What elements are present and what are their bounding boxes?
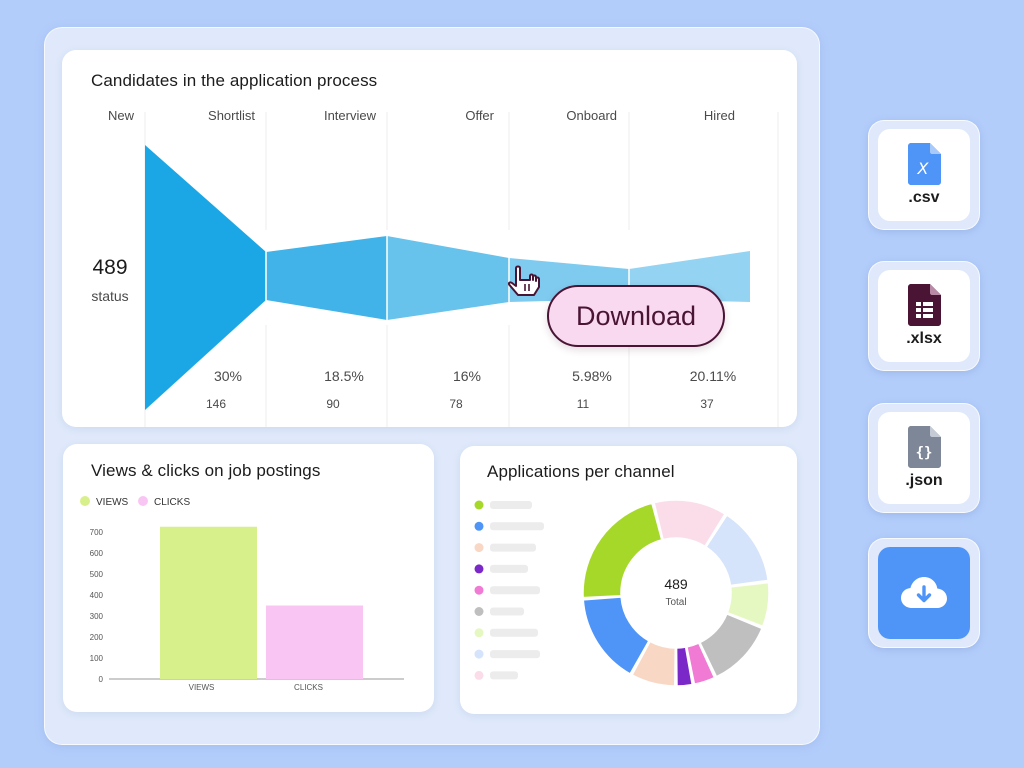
donut-slice bbox=[705, 514, 769, 587]
bar-views bbox=[160, 526, 257, 679]
json-file-icon: {} bbox=[908, 426, 941, 468]
y-tick-label: 100 bbox=[90, 654, 104, 663]
donut-slice bbox=[631, 640, 677, 687]
x-tick-label-views: VIEWS bbox=[189, 683, 215, 692]
channel-legend-swatch bbox=[474, 543, 484, 553]
channel-legend-placeholder bbox=[490, 650, 540, 659]
csv-label: .csv bbox=[908, 189, 940, 206]
stage-count-hired: 37 bbox=[700, 397, 714, 411]
json-export-button[interactable]: {} .json bbox=[878, 412, 970, 504]
stage-percent-offer: 16% bbox=[453, 368, 481, 384]
views-clicks-title: Views & clicks on job postings bbox=[91, 461, 321, 480]
donut-slice bbox=[675, 646, 694, 687]
stage-label-new: New bbox=[108, 108, 135, 123]
donut-slice bbox=[582, 502, 663, 599]
stage-label-hired: Hired bbox=[704, 108, 735, 123]
stage-count-offer: 78 bbox=[449, 397, 463, 411]
donut-slice bbox=[685, 642, 716, 686]
channels-title: Applications per channel bbox=[487, 462, 675, 481]
channel-legend-swatch bbox=[474, 607, 484, 616]
legend-swatch-clicks bbox=[138, 496, 148, 506]
channel-legend-placeholder bbox=[490, 607, 524, 616]
csv-export-button[interactable]: X .csv bbox=[878, 129, 970, 221]
channel-legend-swatch bbox=[474, 649, 484, 659]
x-tick-label-clicks: CLICKS bbox=[294, 683, 323, 692]
download-button[interactable]: Download bbox=[547, 285, 725, 347]
stage-label-interview: Interview bbox=[324, 108, 377, 123]
stage-percent-hired: 20.11% bbox=[690, 368, 736, 384]
xlsx-export-tile: .xlsx bbox=[868, 261, 980, 371]
applications-channel-card: Applications per channel 489 Total bbox=[460, 446, 797, 714]
channel-legend-swatch bbox=[474, 585, 484, 595]
donut-slice bbox=[698, 612, 763, 678]
stage-label-shortlist: Shortlist bbox=[208, 108, 255, 123]
cloud-download-button[interactable] bbox=[878, 547, 970, 639]
json-export-tile: {} .json bbox=[868, 403, 980, 513]
funnel-segment-new bbox=[145, 145, 266, 410]
stage-percent-shortlist: 30% bbox=[214, 368, 242, 384]
channel-legend-placeholder bbox=[490, 671, 518, 680]
stage-count-shortlist: 146 bbox=[206, 397, 226, 411]
funnel-segment-interview bbox=[387, 236, 509, 320]
stage-percent-onboard: 5.98% bbox=[572, 368, 612, 384]
channel-legend-placeholder bbox=[490, 543, 536, 552]
stage-label-onboard: Onboard bbox=[566, 108, 617, 123]
legend-label-clicks: CLICKS bbox=[154, 497, 190, 508]
funnel-title: Candidates in the application process bbox=[91, 71, 378, 90]
y-tick-label: 600 bbox=[90, 549, 104, 558]
y-tick-label: 500 bbox=[90, 570, 104, 579]
y-tick-label: 200 bbox=[90, 633, 104, 642]
funnel-segment-shortlist bbox=[266, 236, 387, 320]
channel-legend-swatch bbox=[474, 564, 484, 574]
donut-slice bbox=[726, 581, 770, 628]
views-clicks-chart: VIEWS CLICKS 0 100 200 300 400 500 600 700 VIEWS CL… bbox=[80, 496, 404, 692]
stage-count-onboard: 11 bbox=[577, 397, 590, 411]
channel-legend-swatch bbox=[474, 628, 484, 638]
xlsx-file-icon bbox=[908, 284, 941, 326]
xlsx-export-button[interactable]: .xlsx bbox=[878, 270, 970, 362]
stage-percent-interview: 18.5% bbox=[324, 368, 364, 384]
cloud-download-icon bbox=[901, 577, 947, 608]
hand-cursor-icon bbox=[506, 262, 548, 307]
bar-clicks bbox=[266, 605, 363, 679]
donut-slice bbox=[653, 499, 727, 548]
channel-legend-placeholder bbox=[490, 522, 544, 531]
channels-donut-chart: 489 Total bbox=[474, 499, 770, 687]
donut-slice bbox=[582, 596, 650, 675]
donut-total-label: Total bbox=[665, 597, 686, 608]
channel-legend-swatch bbox=[474, 500, 484, 510]
channel-legend-placeholder bbox=[490, 501, 532, 509]
stage-label-offer: Offer bbox=[465, 108, 494, 123]
channel-legend-placeholder bbox=[490, 586, 540, 595]
y-tick-label: 700 bbox=[90, 528, 104, 537]
funnel-chart: New Shortlist 30% 146 Interview 18.5% 90 Offer 1… bbox=[108, 108, 779, 427]
channel-legend-placeholder bbox=[490, 628, 538, 637]
y-tick-label: 0 bbox=[99, 675, 104, 684]
candidates-funnel-card: Candidates in the application process Ne… bbox=[62, 50, 797, 427]
channel-legend-placeholder bbox=[490, 564, 528, 573]
channel-legend-swatch bbox=[474, 670, 484, 680]
json-label: .json bbox=[905, 472, 943, 489]
views-clicks-card: Views & clicks on job postings VIEWS CLIC… bbox=[63, 444, 434, 712]
y-tick-label: 300 bbox=[90, 612, 104, 621]
cloud-download-tile bbox=[868, 538, 980, 648]
donut-total-value: 489 bbox=[664, 576, 688, 592]
stage-count-interview: 90 bbox=[326, 397, 340, 411]
svg-text:{}: {} bbox=[916, 445, 933, 461]
csv-file-icon: X bbox=[908, 143, 941, 185]
funnel-total-label: status bbox=[91, 288, 129, 304]
legend-swatch-views bbox=[80, 496, 90, 506]
funnel-total-value: 489 bbox=[92, 256, 128, 279]
svg-text:X: X bbox=[917, 159, 930, 178]
y-tick-label: 400 bbox=[90, 591, 104, 600]
legend-label-views: VIEWS bbox=[96, 497, 129, 508]
csv-export-tile: X .csv bbox=[868, 120, 980, 230]
channel-legend-swatch bbox=[474, 521, 484, 531]
xlsx-label: .xlsx bbox=[906, 330, 942, 347]
